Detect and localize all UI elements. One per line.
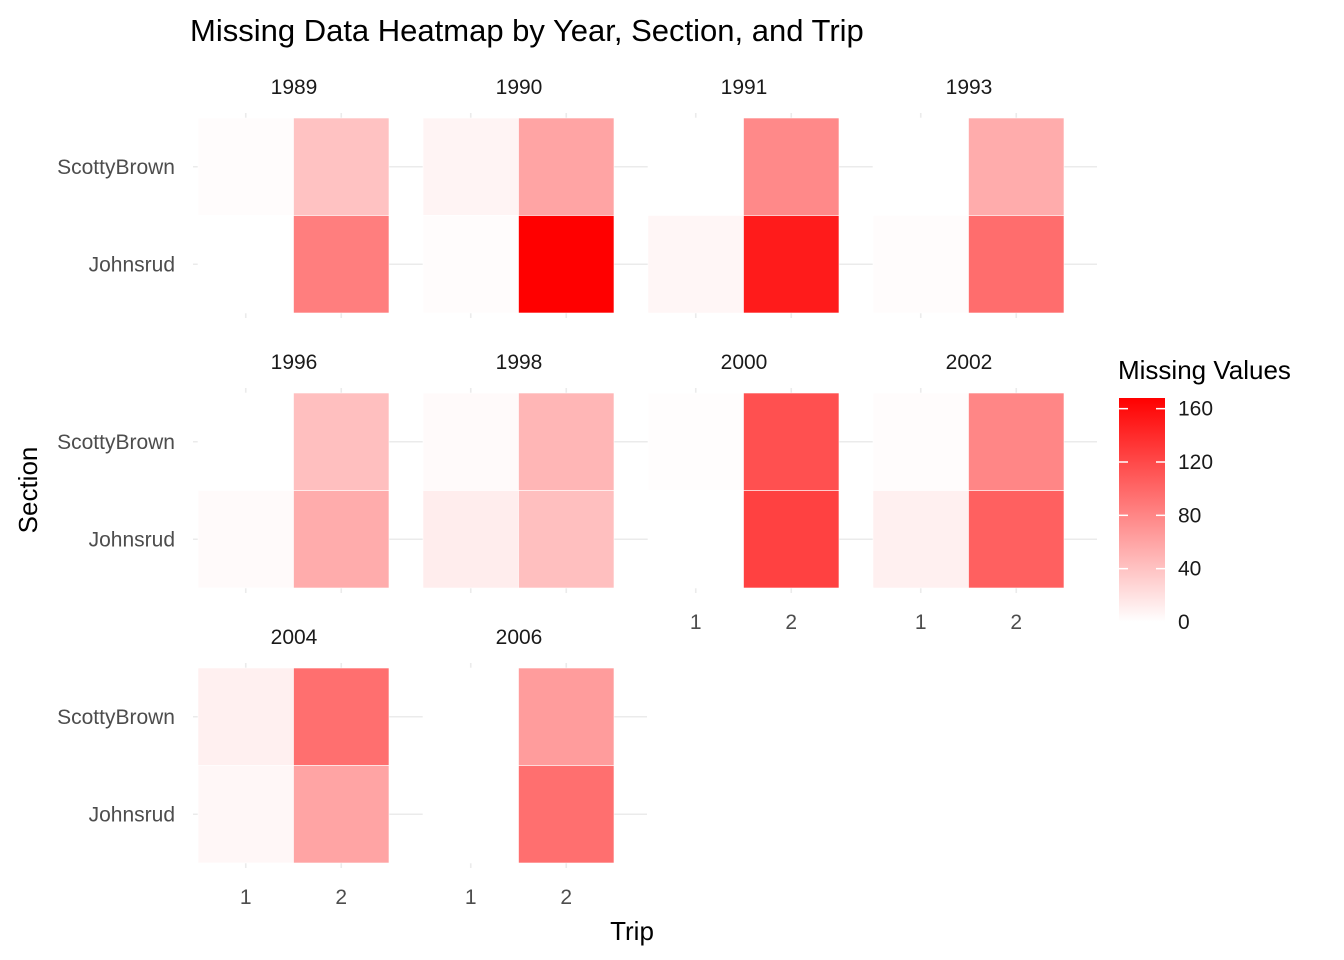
facet-panel: 1991 [643, 76, 872, 318]
x-axis-title: Trip [610, 916, 654, 946]
facet-panels: 1989 ScottyBrown Johnsrud 1990 1991 1993 1996 S… [57, 76, 1097, 909]
heatmap-cell [647, 215, 744, 314]
facet-label: 1998 [496, 351, 543, 374]
heatmap-cell [293, 117, 390, 216]
facet-label: 2006 [496, 626, 543, 649]
heatmap-cell [293, 392, 390, 491]
heatmap-cell [422, 490, 519, 589]
heatmap-cell [422, 667, 519, 766]
y-tick-label: Johnsrud [89, 528, 175, 551]
legend-tick-label: 160 [1178, 398, 1213, 421]
color-legend: Missing Values 0 40 80 120 160 [1118, 355, 1291, 634]
x-tick-label: 1 [915, 611, 927, 634]
legend-title: Missing Values [1118, 355, 1291, 385]
facet-panel: 2006 1 2 [418, 626, 647, 909]
heatmap-cell [197, 765, 294, 864]
legend-colorbar [1119, 398, 1165, 622]
heatmap-cell [647, 392, 744, 491]
heatmap-cell [197, 117, 294, 216]
heatmap-cell [968, 215, 1065, 314]
heatmap-cell [518, 117, 615, 216]
heatmap-cell [518, 765, 615, 864]
heatmap-cell [197, 667, 294, 766]
x-tick-label: 2 [335, 886, 347, 909]
heatmap-cell [743, 490, 840, 589]
facet-label: 1990 [496, 76, 543, 99]
x-tick-label: 2 [785, 611, 797, 634]
y-tick-label: ScottyBrown [57, 156, 175, 179]
facet-panel: 1993 [868, 76, 1097, 318]
heatmap-cell [422, 765, 519, 864]
facet-label: 1993 [946, 76, 993, 99]
heatmap-cell [647, 117, 744, 216]
heatmap-cell [293, 765, 390, 864]
facet-panel: 2004 ScottyBrown Johnsrud 1 2 [57, 626, 422, 909]
heatmap-cell [293, 490, 390, 589]
y-tick-label: Johnsrud [89, 803, 175, 826]
heatmap-cell [872, 215, 969, 314]
heatmap-cell [422, 392, 519, 491]
heatmap-cell [743, 392, 840, 491]
facet-panel: 1990 [418, 76, 647, 318]
facet-label: 1991 [721, 76, 768, 99]
heatmap-cell [743, 117, 840, 216]
x-tick-label: 2 [1010, 611, 1022, 634]
heatmap-cell [743, 215, 840, 314]
heatmap-cell [518, 667, 615, 766]
legend-tick-label: 0 [1178, 611, 1190, 634]
x-tick-label: 1 [690, 611, 702, 634]
legend-tick-label: 120 [1178, 451, 1213, 474]
heatmap-cell [968, 117, 1065, 216]
heatmap-cell [872, 392, 969, 491]
x-tick-label: 1 [240, 886, 252, 909]
heatmap-cell [422, 215, 519, 314]
facet-panel: 2002 1 2 [868, 351, 1097, 634]
legend-tick-label: 40 [1178, 558, 1201, 581]
y-tick-label: Johnsrud [89, 253, 175, 276]
heatmap-cell [518, 490, 615, 589]
heatmap-cell [293, 215, 390, 314]
facet-panel: 1998 [418, 351, 647, 593]
facet-label: 2004 [271, 626, 318, 649]
facet-label: 2000 [721, 351, 768, 374]
facet-label: 1989 [271, 76, 318, 99]
y-tick-label: ScottyBrown [57, 706, 175, 729]
heatmap-cell [968, 490, 1065, 589]
heatmap-cell [293, 667, 390, 766]
heatmap-cell [968, 392, 1065, 491]
y-tick-label: ScottyBrown [57, 431, 175, 454]
chart-title: Missing Data Heatmap by Year, Section, a… [190, 13, 864, 48]
heatmap-cell [872, 117, 969, 216]
facet-panel: 2000 1 2 [643, 351, 872, 634]
facet-label: 2002 [946, 351, 993, 374]
legend-tick-label: 80 [1178, 504, 1201, 527]
heatmap-cell [518, 392, 615, 491]
legend-ticks: 0 40 80 120 160 [1119, 398, 1213, 634]
heatmap-cell [647, 490, 744, 589]
heatmap-cell [197, 392, 294, 491]
x-tick-label: 2 [560, 886, 572, 909]
heatmap-cell [422, 117, 519, 216]
heatmap-cell [518, 215, 615, 314]
facet-label: 1996 [271, 351, 318, 374]
heatmap-cell [197, 490, 294, 589]
x-tick-label: 1 [465, 886, 477, 909]
heatmap-cell [872, 490, 969, 589]
heatmap-cell [197, 215, 294, 314]
facet-panel: 1989 ScottyBrown Johnsrud [57, 76, 422, 318]
facet-panel: 1996 ScottyBrown Johnsrud [57, 351, 422, 593]
y-axis-title: Section [13, 447, 43, 534]
